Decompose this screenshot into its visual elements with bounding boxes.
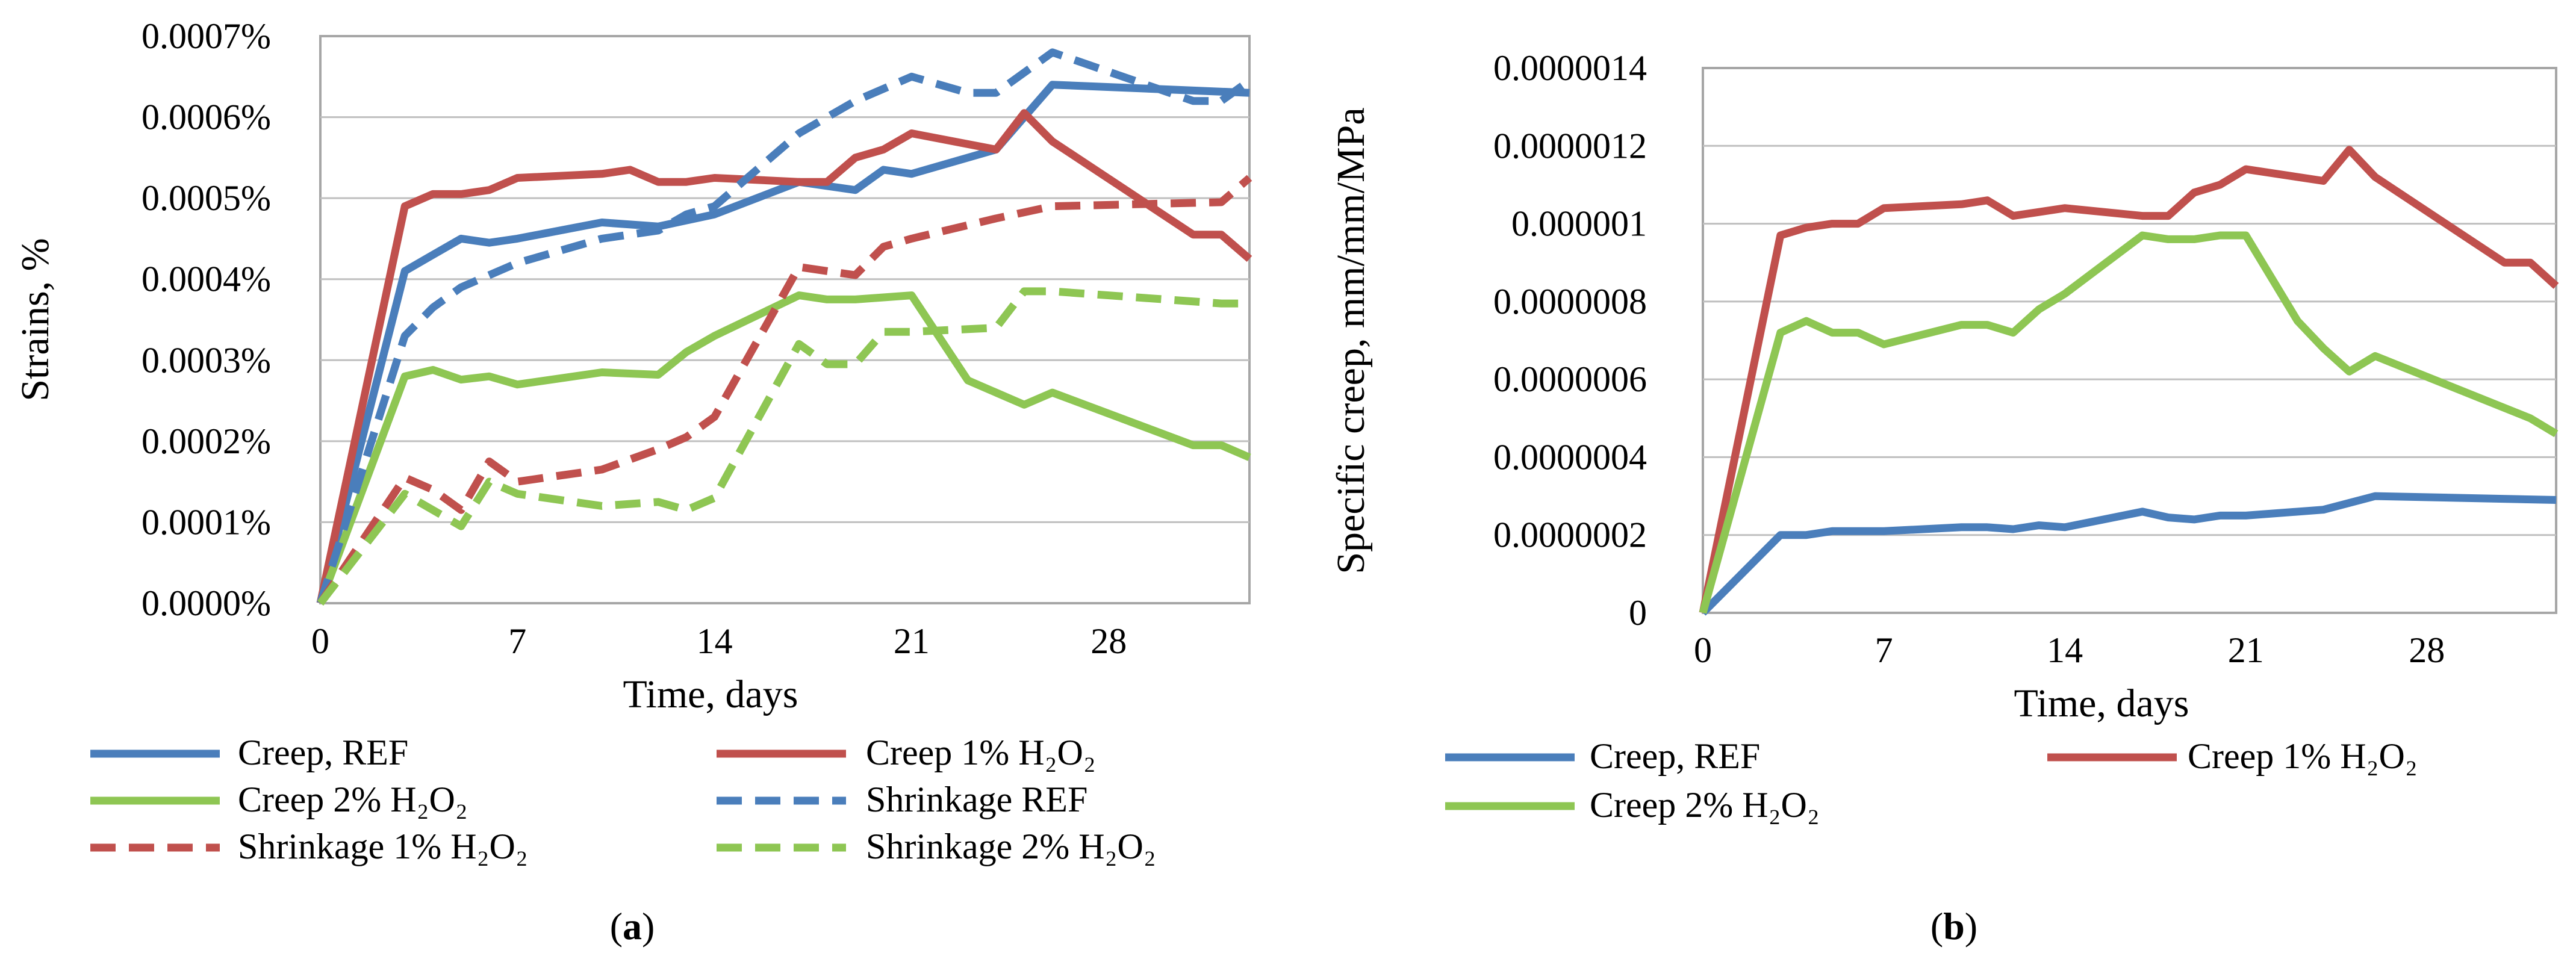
x-tick-label: 7: [1875, 630, 1893, 670]
y-tick-label: 0: [1629, 593, 1647, 633]
y-tick-label: 0.0003%: [142, 340, 271, 380]
x-tick-label: 0: [1694, 630, 1712, 670]
panel-label: (b): [1930, 905, 1977, 948]
series-line-1: [1700, 492, 2557, 616]
series-line-4: [316, 48, 1252, 604]
legend-label: Creep, REF: [1590, 736, 1760, 776]
legend-label: Creep 1% H₂O₂: [866, 733, 1096, 772]
y-tick-label: 0.0000%: [142, 583, 271, 623]
legend-label: Creep, REF: [238, 733, 408, 772]
legend-label: Creep 2% H₂O₂: [1590, 785, 1820, 825]
panel-label: (a): [610, 905, 655, 948]
x-tick-label: 14: [697, 621, 733, 661]
y-axis-title: Strains, %: [13, 238, 57, 401]
legend-label: Shrinkage REF: [866, 780, 1087, 819]
series-line-2: [316, 109, 1252, 604]
x-axis-title: Time, days: [2014, 681, 2189, 725]
legend-label: Creep 1% H₂O₂: [2188, 736, 2418, 776]
chart-a-strains: 0.0000% 0.0001% 0.0002% 0.0003% 0.0004% 0.000…: [13, 16, 1252, 948]
y-tick-label: 0.0002%: [142, 421, 271, 461]
plot-area-frame: [319, 35, 1251, 604]
series-line-6: [317, 287, 1249, 606]
x-tick-label: 14: [2047, 630, 2083, 670]
chart-b-specific-creep: 0 0.0000002 0.0000004 0.0000006 0.0000008 0.0…: [1329, 48, 2559, 948]
x-tick-label: 28: [1090, 621, 1127, 661]
legend-label: Shrinkage 2% H₂O₂: [866, 827, 1156, 866]
x-tick-label: 21: [2228, 630, 2264, 670]
x-tick-label: 21: [894, 621, 930, 661]
x-tick-label: 7: [508, 621, 526, 661]
y-axis-title: Specific creep, mm/mm/MPa: [1329, 107, 1373, 574]
y-tick-label: 0.0000006: [1493, 359, 1647, 399]
legend-label: Shrinkage 1% H₂O₂: [238, 827, 528, 866]
y-tick-label: 0.0000014: [1493, 48, 1647, 88]
series-line-5: [317, 175, 1252, 606]
legend-label: Creep 2% H₂O₂: [238, 780, 468, 819]
x-tick-label: 0: [311, 621, 329, 661]
y-tick-label: 0.0000012: [1493, 126, 1647, 166]
y-tick-label: 0.0000004: [1493, 437, 1647, 477]
y-tick-label: 0.0001%: [142, 502, 271, 542]
y-tick-label: 0.0000008: [1493, 282, 1647, 321]
x-tick-label: 28: [2409, 630, 2445, 670]
series-line-1: [316, 81, 1250, 604]
series-line-3: [316, 291, 1251, 605]
x-axis-title: Time, days: [623, 672, 798, 716]
y-tick-label: 0.0005%: [142, 178, 271, 218]
y-tick-label: 0.0004%: [142, 259, 271, 299]
y-tick-label: 0.0000002: [1493, 515, 1647, 555]
series-line-2: [1699, 146, 2559, 614]
plot-area-frame: [1702, 67, 2557, 614]
y-tick-label: 0.0006%: [142, 98, 271, 137]
y-tick-label: 0.0007%: [142, 16, 271, 56]
series-line-3: [1699, 231, 2559, 614]
y-tick-label: 0.000001: [1511, 204, 1647, 244]
